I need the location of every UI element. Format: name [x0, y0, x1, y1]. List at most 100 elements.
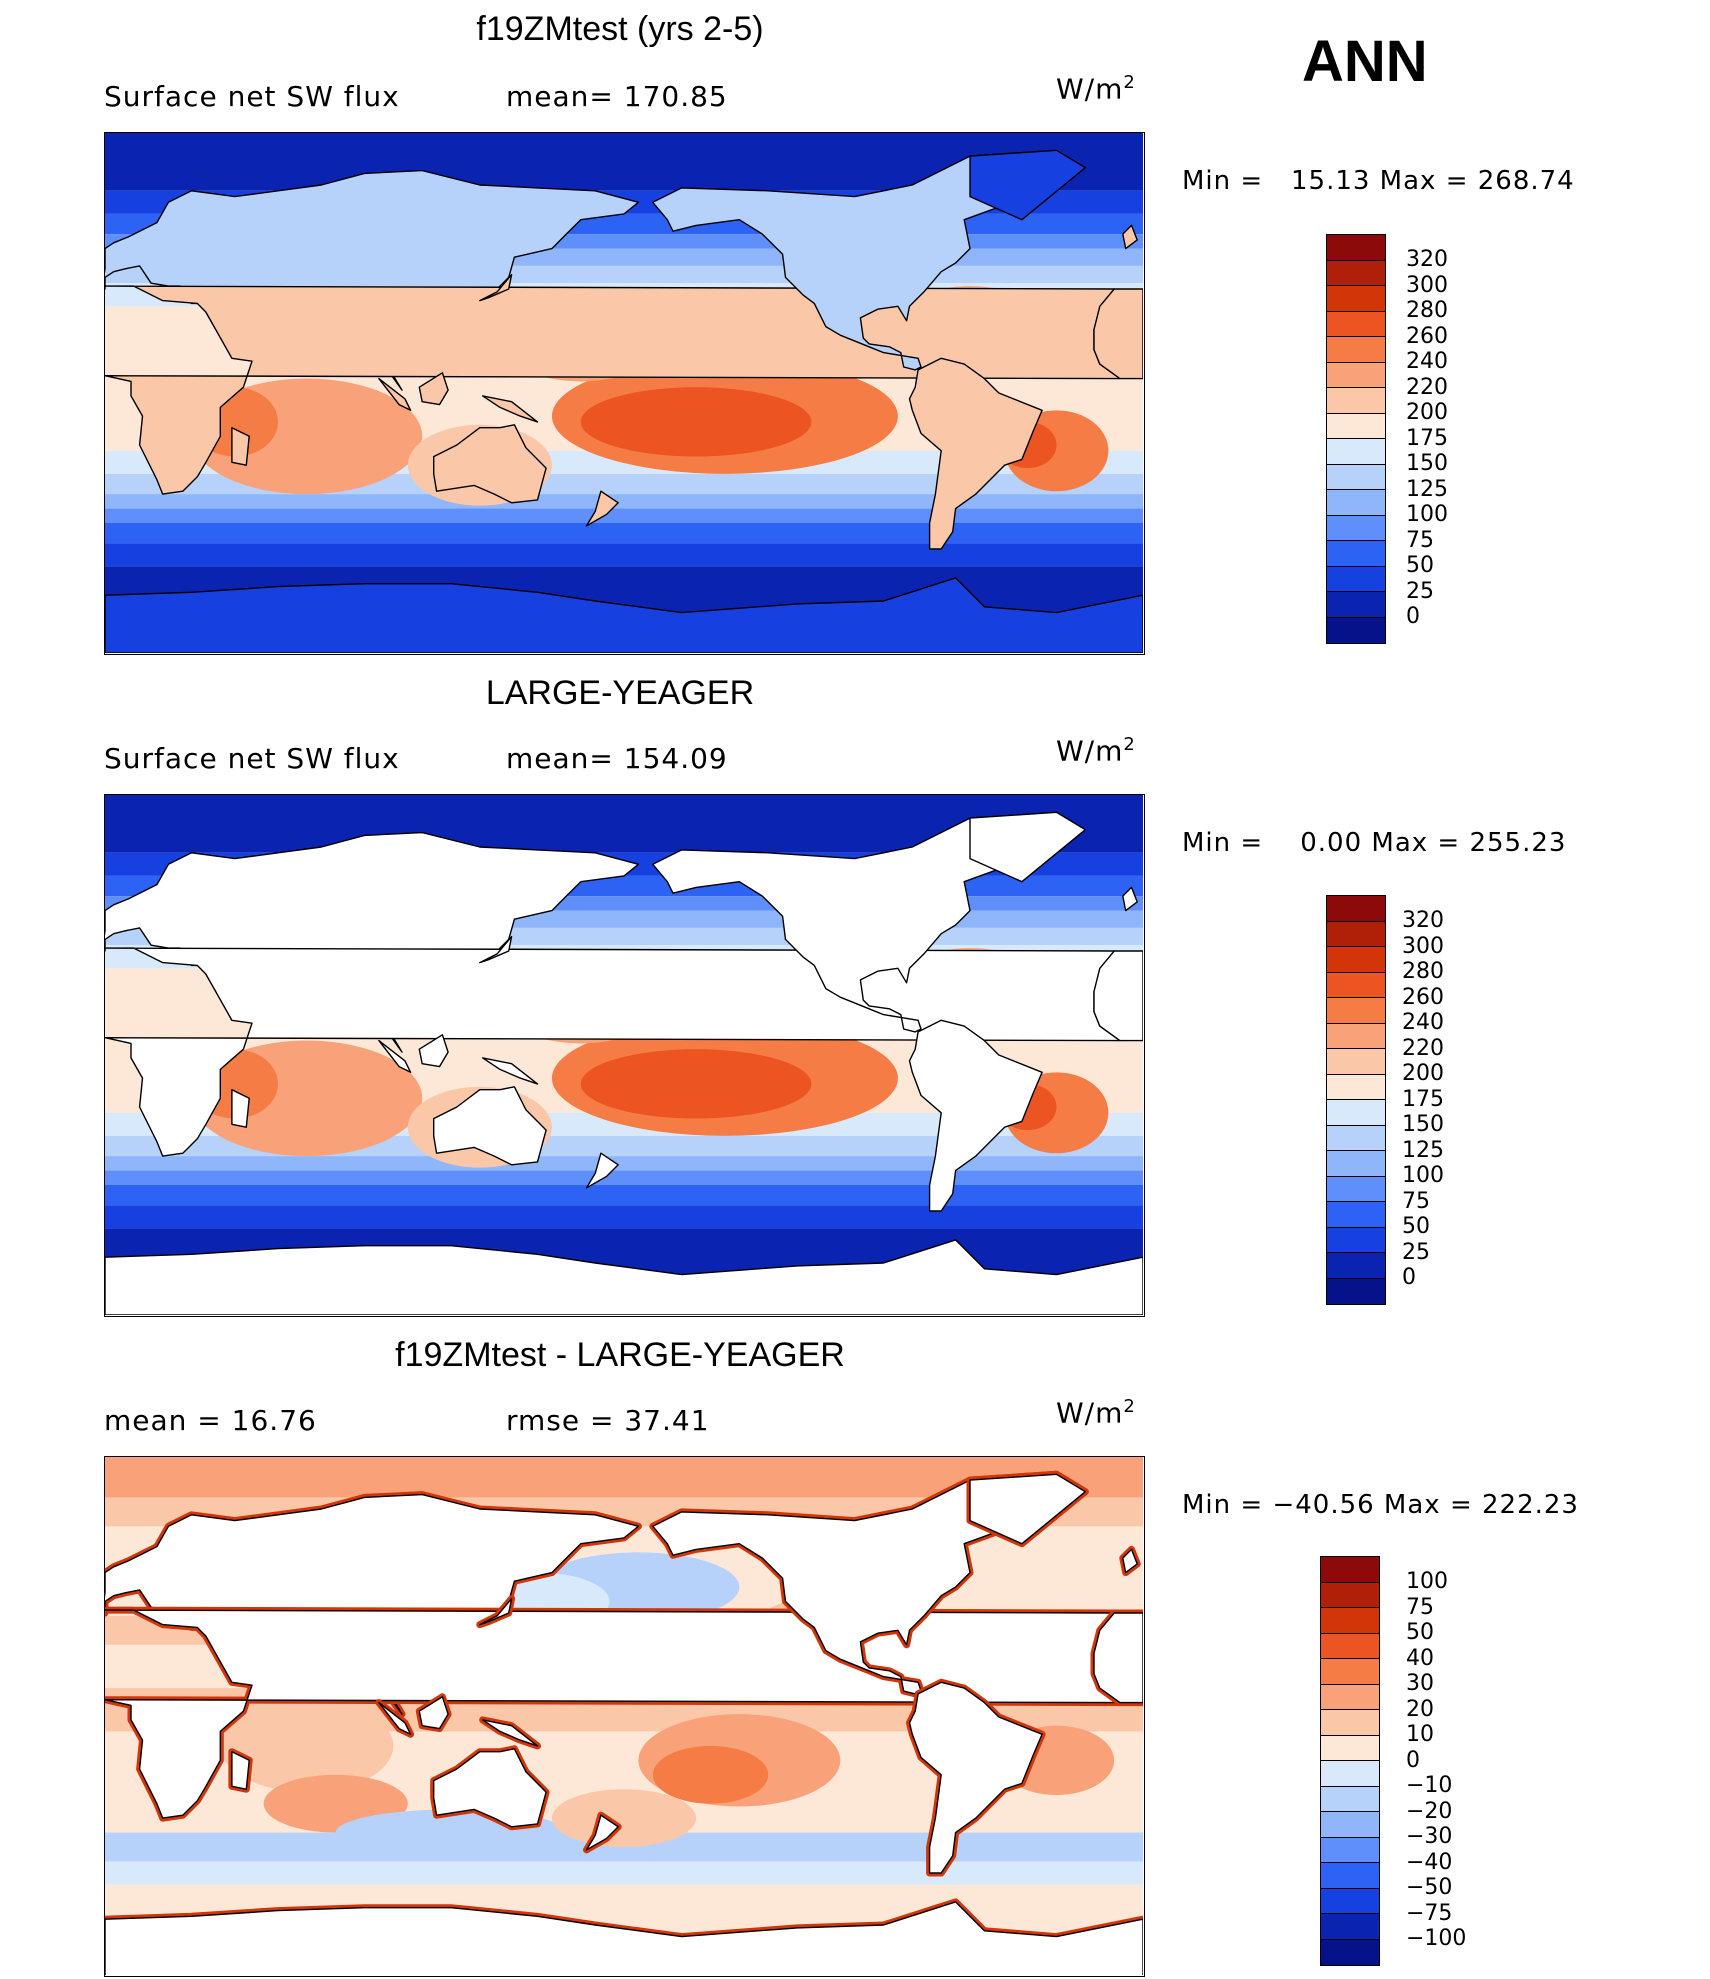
colorbar-tick-label: 220: [1406, 374, 1448, 400]
colorbar-swatch: [1327, 388, 1385, 414]
panel2-mean-label: mean= 154.09: [506, 742, 728, 775]
colorbar-tick-label: 100: [1402, 1163, 1444, 1188]
panel2-title: LARGE-YEAGER: [485, 674, 755, 712]
colorbar-swatch: [1327, 515, 1385, 541]
panel3-mean-label: mean = 16.76: [104, 1404, 317, 1437]
panel3-minmax: Min = −40.56 Max = 222.23: [1182, 1490, 1579, 1520]
continent-uk: [1122, 1548, 1138, 1574]
colorbar-swatch: [1321, 1914, 1379, 1940]
colorbar-tick-label: −20: [1406, 1798, 1453, 1824]
panel1-title: f19ZMtest (yrs 2-5): [476, 10, 764, 48]
panel1-minmax: Min = 15.13 Max = 268.74: [1182, 166, 1575, 196]
colorbar-tick-label: 320: [1402, 908, 1444, 933]
colorbar-swatch: [1327, 413, 1385, 439]
colorbar-swatch: [1327, 464, 1385, 490]
continent-samerica: [908, 1019, 1043, 1212]
colorbar-tick-label: 280: [1402, 959, 1444, 984]
colorbar-tick-label: 20: [1406, 1696, 1434, 1722]
panel2-map-field: [105, 795, 1143, 1315]
colorbar-swatch: [1321, 1557, 1379, 1583]
colorbar-tick-label: 0: [1406, 604, 1420, 629]
panel1-variable-label: Surface net SW flux: [104, 80, 400, 113]
continent-indonesia1: [378, 1701, 412, 1735]
colorbar-swatch: [1327, 998, 1385, 1024]
colorbar-swatch: [1327, 541, 1385, 567]
continent-australia: [433, 1748, 547, 1828]
colorbar-swatch: [1327, 1100, 1385, 1126]
panel3-title: f19ZMtest - LARGE-YEAGER: [395, 1336, 845, 1374]
colorbar-tick-label: 75: [1406, 527, 1434, 553]
continent-madagascar: [231, 427, 250, 466]
colorbar-tick-label: 50: [1402, 1214, 1430, 1239]
colorbar-swatch: [1327, 592, 1385, 618]
colorbar-swatch: [1327, 1023, 1385, 1049]
continent-antarctica: [105, 577, 1143, 653]
panel3-colorbar-labels: 100 75 50 40 30 20 10 0 −10 −20 −30 −40 −50 −75 −100: [1406, 1569, 1466, 1952]
panel3-map: [104, 1456, 1145, 1977]
colorbar-swatch: [1327, 921, 1385, 947]
continent-greenland: [969, 149, 1086, 221]
continent-madagascar: [231, 1751, 250, 1790]
continent-australia: [433, 1086, 547, 1166]
colorbar-swatch: [1327, 972, 1385, 998]
colorbar-swatch: [1327, 1074, 1385, 1100]
panel1-map-field: [105, 133, 1143, 653]
colorbar-tick-label: 100: [1406, 1569, 1448, 1594]
colorbar-swatch: [1327, 1151, 1385, 1177]
colorbar-swatch: [1321, 1837, 1379, 1863]
continent-africa_w: [1093, 1612, 1143, 1704]
colorbar-swatch: [1327, 260, 1385, 286]
colorbar-tick-label: 75: [1402, 1188, 1430, 1214]
continent-greenland: [969, 1473, 1086, 1545]
panel3-units: W/m2: [1056, 1396, 1136, 1430]
colorbar-swatch: [1321, 1812, 1379, 1838]
colorbar-tick-label: 175: [1402, 1086, 1444, 1112]
colorbar-tick-label: 300: [1402, 933, 1444, 959]
colorbar-tick-label: −40: [1406, 1849, 1453, 1875]
continent-uk: [1122, 886, 1138, 912]
colorbar-swatch: [1327, 1176, 1385, 1202]
colorbar-tick-label: 240: [1406, 349, 1448, 374]
panel2-colorbar-labels: 320 300 280 260 240 220 200 175 150 125 100 75 50 25 0: [1402, 908, 1444, 1291]
colorbar-tick-label: 75: [1406, 1594, 1434, 1620]
colorbar-swatch: [1327, 1227, 1385, 1253]
continent-japan: [479, 273, 513, 302]
colorbar-swatch: [1321, 1582, 1379, 1608]
panel3-colorbar: [1320, 1556, 1380, 1966]
panel2-variable-label: Surface net SW flux: [104, 742, 400, 775]
colorbar-tick-label: 175: [1406, 425, 1448, 451]
colorbar-swatch: [1327, 490, 1385, 516]
panel2-colorbar: [1326, 895, 1386, 1305]
continent-antarctica: [105, 1901, 1143, 1975]
panel3-map-field: [105, 1457, 1143, 1975]
continent-indonesia2: [418, 372, 449, 406]
colorbar-swatch: [1321, 1684, 1379, 1710]
continent-africa_w: [1093, 950, 1143, 1042]
colorbar-tick-label: 50: [1406, 1620, 1434, 1645]
colorbar-tick-label: 10: [1406, 1722, 1434, 1747]
colorbar-tick-label: 40: [1406, 1645, 1434, 1671]
colorbar-swatch: [1327, 1125, 1385, 1151]
colorbar-swatch: [1321, 1939, 1379, 1965]
colorbar-tick-label: 100: [1406, 502, 1448, 527]
colorbar-swatch: [1321, 1608, 1379, 1634]
colorbar-tick-label: 25: [1402, 1239, 1430, 1265]
continent-nz: [585, 1814, 619, 1851]
colorbar-swatch: [1327, 1278, 1385, 1304]
colorbar-tick-label: 240: [1402, 1010, 1444, 1035]
panel1-map: [104, 132, 1145, 655]
colorbar-tick-label: 280: [1406, 298, 1448, 323]
continent-uk: [1122, 224, 1138, 250]
panel3-rmse-label: rmse = 37.41: [506, 1404, 710, 1437]
continent-ng: [482, 1057, 539, 1085]
panel2-map: [104, 794, 1145, 1317]
colorbar-swatch: [1321, 1888, 1379, 1914]
colorbar-tick-label: 0: [1402, 1265, 1416, 1290]
continent-indonesia1: [378, 1039, 412, 1073]
continent-antarctica: [105, 1239, 1143, 1315]
continent-indonesia2: [418, 1696, 449, 1730]
colorbar-tick-label: 260: [1402, 984, 1444, 1010]
continent-ng: [482, 395, 539, 423]
colorbar-swatch: [1327, 1049, 1385, 1075]
colorbar-swatch: [1327, 1253, 1385, 1279]
